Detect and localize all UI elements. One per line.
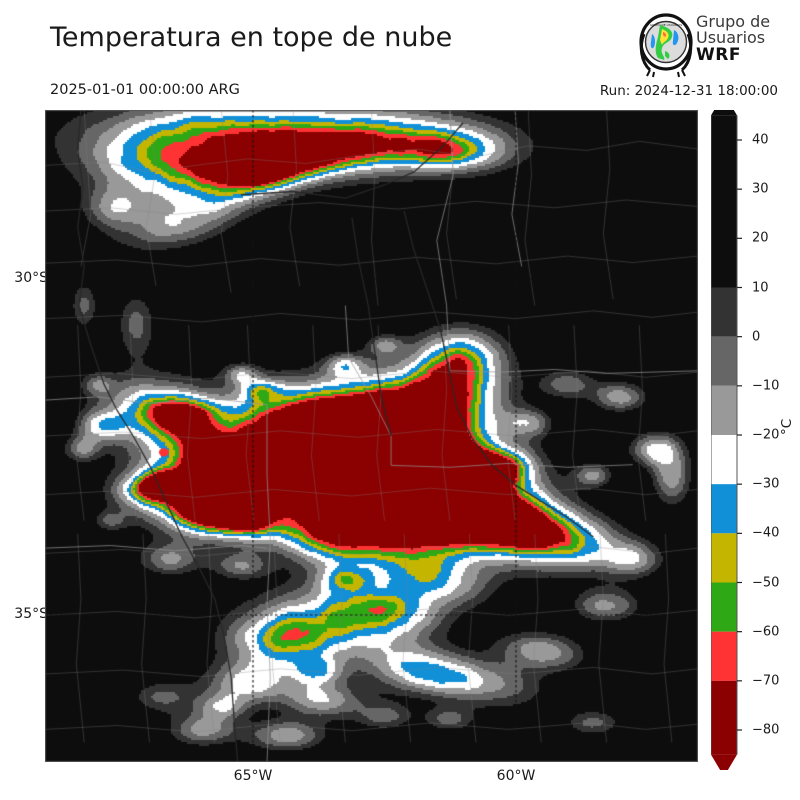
x-axis-tick-label: 65°W bbox=[233, 768, 273, 784]
colorbar-tick-label: −80 bbox=[752, 722, 780, 738]
colorbar-tick-label: 0 bbox=[752, 329, 761, 345]
colorbar-tick-label: −50 bbox=[752, 575, 780, 590]
cloud-top-temperature-field bbox=[45, 110, 698, 762]
colorbar-gradient bbox=[711, 110, 742, 770]
colorbar-tick-label: −10 bbox=[752, 378, 780, 394]
y-axis-tick-label: 30°S bbox=[14, 270, 48, 286]
wrf-user-group-globe-emblem: GRUPO DE USUARIOS bbox=[639, 13, 693, 78]
colorbar-tick-label: −30 bbox=[752, 476, 780, 492]
logo: GRUPO DE USUARIOS Grupo de Usuarios WRF bbox=[638, 12, 796, 78]
colorbar-tick-label: −70 bbox=[752, 673, 780, 689]
svg-text:GRUPO DE USUARIOS: GRUPO DE USUARIOS bbox=[650, 23, 683, 27]
logo-line-1: Grupo de bbox=[696, 12, 771, 31]
logo-line-3: WRF bbox=[696, 44, 741, 65]
colorbar-tick-label: −60 bbox=[752, 624, 780, 640]
map-plot-area[interactable] bbox=[45, 110, 698, 762]
colorbar-unit-label: °C bbox=[779, 418, 795, 435]
x-axis-tick-label: 60°W bbox=[496, 768, 536, 784]
colorbar-tick-label: −20 bbox=[752, 427, 780, 443]
colorbar-tick-label: 30 bbox=[752, 181, 769, 197]
run-time-label: Run: 2024-12-31 18:00:00 bbox=[599, 83, 778, 99]
page-title: Temperatura en tope de nube bbox=[50, 22, 453, 53]
y-axis-tick-label: 35°S bbox=[14, 606, 48, 622]
colorbar-tick-label: 40 bbox=[752, 132, 769, 148]
colorbar: °C 40 30 20 10 0 −10 −20 −30 −40 −50 −60 −70 −80 bbox=[711, 110, 799, 770]
colorbar-tick-label: 10 bbox=[752, 280, 769, 295]
logo-line-2: Usuarios bbox=[696, 28, 766, 48]
colorbar-tick-label: −40 bbox=[752, 525, 780, 541]
valid-time-label: 2025-01-01 00:00:00 ARG bbox=[50, 82, 240, 98]
logo-text: Grupo de Usuarios WRF bbox=[696, 12, 771, 65]
colorbar-tick-label: 20 bbox=[752, 230, 769, 246]
